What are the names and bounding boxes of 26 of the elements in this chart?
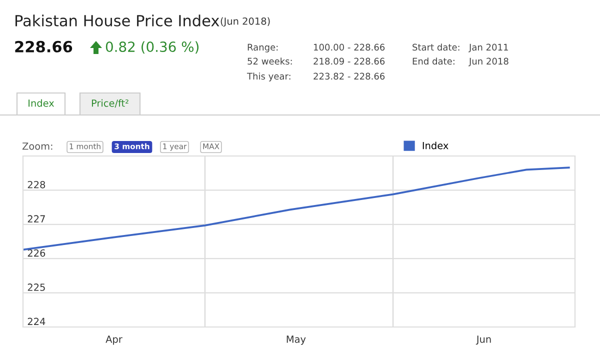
text: Jan 2011 bbox=[468, 44, 508, 52]
text: Index bbox=[28, 99, 54, 107]
text: 223.82 - 228.66 bbox=[314, 72, 385, 80]
text: This year: bbox=[246, 72, 290, 82]
y-tick-label: 225 bbox=[28, 284, 45, 291]
x-tick-label: May bbox=[286, 336, 306, 345]
text: Jun 2018 bbox=[468, 58, 508, 66]
y-tick-label: 227 bbox=[28, 215, 45, 222]
legend-label: Index bbox=[422, 142, 448, 150]
chart-title: Pakistan House Price Index bbox=[16, 14, 220, 26]
y-tick-label: 228 bbox=[28, 180, 46, 188]
text: Range: bbox=[248, 44, 278, 52]
text: 0.82 (0.36 %) bbox=[106, 41, 199, 54]
text: 228.66 bbox=[15, 40, 72, 52]
x-tick-label: Jun bbox=[476, 336, 491, 345]
text: End date: bbox=[412, 58, 454, 65]
chart-subtitle: (Jun 2018) bbox=[220, 17, 270, 27]
text: Price/ft² bbox=[92, 99, 128, 108]
text: Start date: bbox=[412, 44, 460, 51]
y-tick-label: 224 bbox=[28, 318, 46, 325]
y-tick-label: 226 bbox=[28, 249, 46, 257]
text: 100.00 - 228.66 bbox=[314, 44, 385, 51]
x-tick-label: Apr bbox=[106, 336, 122, 345]
text: Zoom: bbox=[22, 142, 52, 150]
text: 52 weeks: bbox=[248, 58, 292, 65]
text: 218.09 - 228.66 bbox=[314, 58, 385, 65]
